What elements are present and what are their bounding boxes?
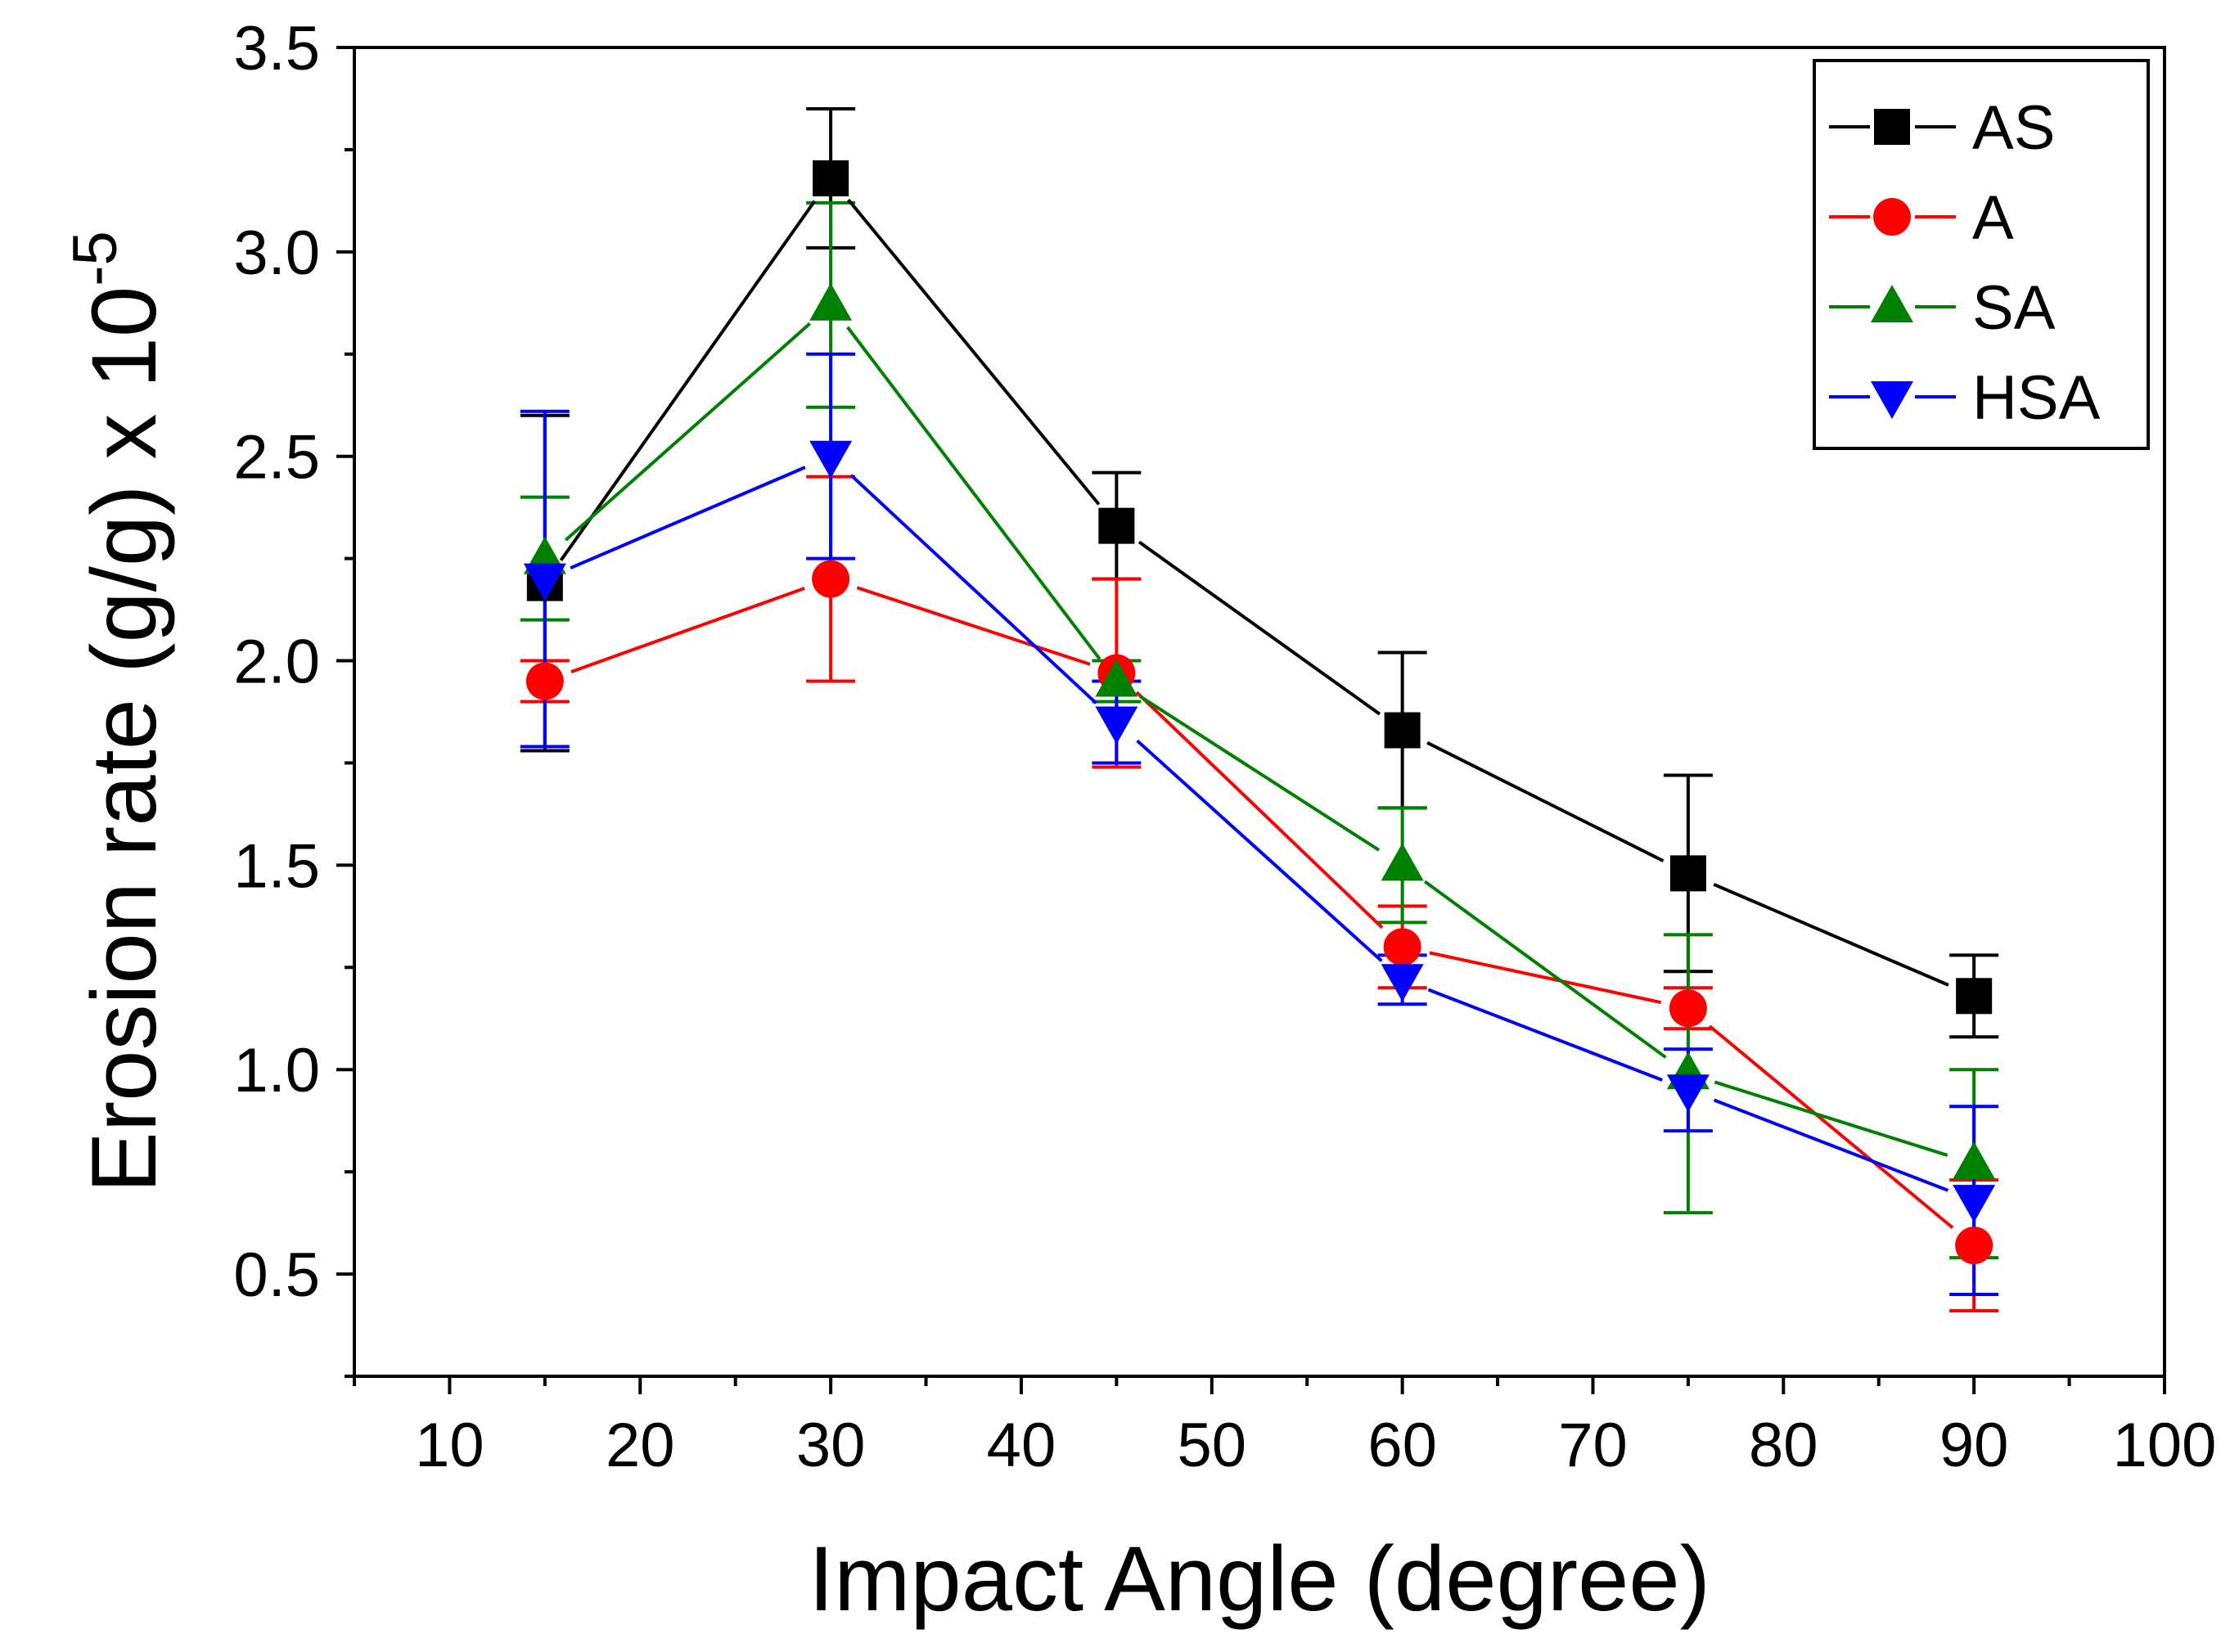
- series-line-sa: [1714, 1080, 1948, 1157]
- series-line-sa: [564, 322, 811, 542]
- data-point-a: [1383, 928, 1421, 966]
- data-point-sa: [1953, 1141, 1996, 1180]
- x-tick-label: 40: [987, 1411, 1056, 1480]
- legend-marker-as: [1874, 109, 1910, 145]
- data-point-hsa: [1095, 706, 1138, 745]
- series-line-as: [1138, 540, 1381, 716]
- legend: AS A SA HSA: [1813, 59, 2150, 450]
- series-line-sa: [846, 326, 1101, 660]
- series-line-a: [1708, 1024, 1954, 1229]
- data-point-a: [1669, 989, 1707, 1028]
- data-point-sa: [1095, 659, 1138, 697]
- y-tick-label: 2.0: [233, 628, 320, 697]
- data-point-sa: [809, 282, 853, 321]
- y-axis-title: Erosion rate (g/g) x 10-5: [61, 231, 175, 1193]
- x-tick-label: 80: [1749, 1411, 1818, 1480]
- y-tick-label: 3.5: [233, 14, 320, 83]
- y-tick-label: 1.5: [233, 831, 320, 901]
- data-point-hsa: [1381, 964, 1424, 1002]
- y-tick-label: 3.0: [233, 218, 320, 288]
- x-tick-label: 50: [1178, 1411, 1247, 1480]
- data-point-as: [1669, 855, 1706, 892]
- series-line-a: [1135, 691, 1384, 930]
- x-tick-label: 30: [796, 1411, 866, 1480]
- legend-label-as: AS: [1972, 93, 2055, 163]
- legend-label-sa: SA: [1972, 273, 2056, 343]
- y-axis-title-exponent: -5: [61, 231, 130, 286]
- x-tick-label: 90: [1939, 1411, 2009, 1480]
- series-line-as: [847, 198, 1101, 506]
- markers-layer: [523, 160, 1996, 1265]
- y-tick-label: 1.0: [233, 1036, 320, 1105]
- legend-marker-a: [1873, 198, 1911, 236]
- data-point-hsa: [1666, 1074, 1710, 1113]
- x-tick-label: 60: [1367, 1411, 1437, 1480]
- data-point-as: [1956, 978, 1993, 1015]
- data-point-as: [813, 160, 849, 196]
- data-point-a: [812, 560, 850, 598]
- y-tick-label: 2.5: [233, 423, 320, 493]
- x-axis-ticks: 10 20 30 40 50 60 70 80 90 100: [353, 1376, 2217, 1480]
- series-line-as: [1426, 740, 1665, 862]
- data-point-a: [1955, 1227, 1993, 1265]
- series-line-sa: [1138, 695, 1381, 852]
- data-point-a: [525, 662, 564, 700]
- x-tick-label: 100: [2113, 1411, 2217, 1480]
- series-line-hsa: [1427, 988, 1663, 1082]
- data-point-hsa: [809, 440, 853, 479]
- legend-marker-sa: [1871, 285, 1913, 322]
- series-line-hsa: [1136, 739, 1383, 963]
- series-line-sa: [1423, 880, 1667, 1059]
- data-point-as: [1384, 712, 1421, 749]
- series-line-a: [1429, 951, 1662, 1005]
- legend-marker-hsa: [1871, 381, 1913, 419]
- series-line-as: [559, 200, 817, 561]
- series-line-a: [856, 586, 1091, 666]
- x-axis-title: Impact Angle (degree): [809, 1528, 1710, 1630]
- legend-label-hsa: HSA: [1972, 363, 2101, 433]
- data-point-hsa: [523, 563, 566, 601]
- data-point-sa: [1381, 843, 1424, 881]
- y-axis-title-main: Erosion rate (g/g) x 10: [73, 286, 175, 1193]
- series-line-as: [1713, 882, 1949, 987]
- x-tick-label: 70: [1558, 1411, 1628, 1480]
- series-line-a: [570, 587, 805, 673]
- x-tick-label: 10: [415, 1411, 484, 1480]
- plot-frame: [353, 46, 2166, 1378]
- y-tick-label: 0.5: [233, 1240, 320, 1310]
- series-line-hsa: [570, 466, 806, 570]
- series-line-hsa: [1713, 1098, 1949, 1192]
- errorbars-layer: [520, 106, 1999, 1313]
- data-point-as: [1098, 507, 1135, 544]
- legend-label-a: A: [1972, 183, 2014, 253]
- y-axis-ticks: 0.5 1.0 1.5 2.0 2.5 3.0 3.5: [233, 14, 354, 1378]
- series-line-hsa: [849, 474, 1097, 704]
- x-tick-label: 20: [606, 1411, 675, 1480]
- series-lines-layer: [559, 198, 1954, 1229]
- data-point-hsa: [1953, 1185, 1996, 1223]
